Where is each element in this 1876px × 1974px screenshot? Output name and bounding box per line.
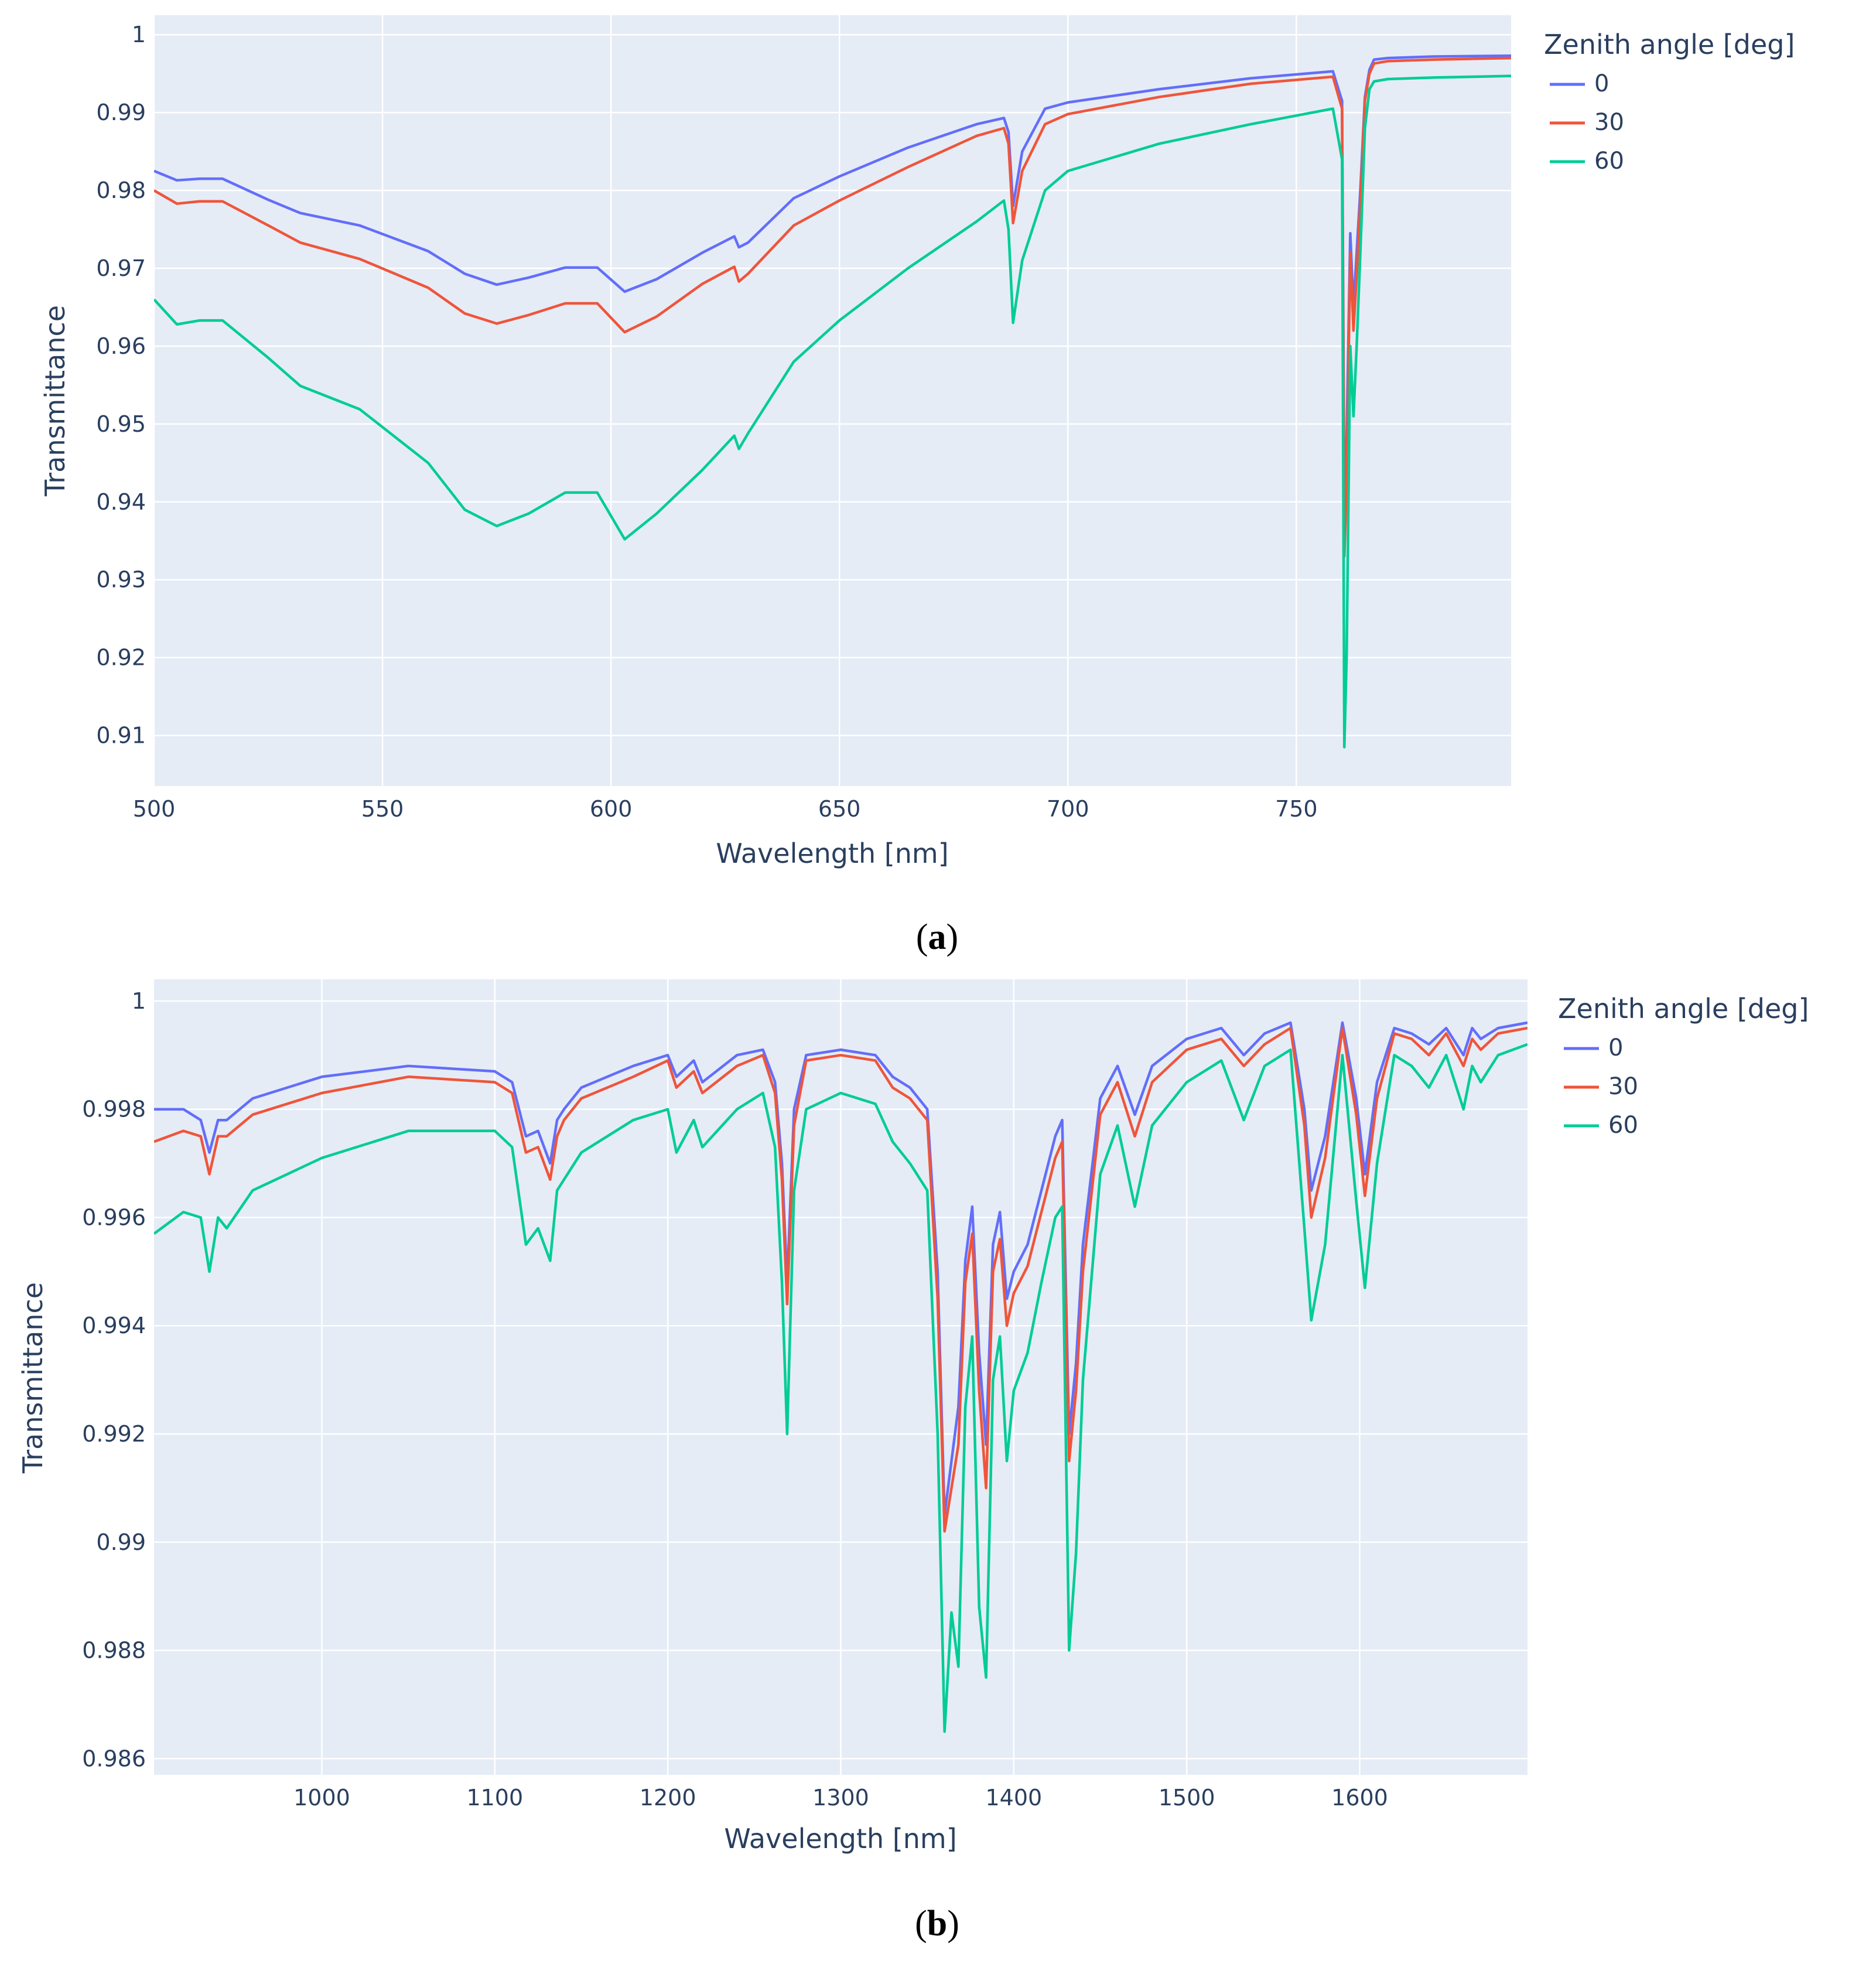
x-axis-title-b: Wavelength [nm] (724, 1823, 956, 1855)
y-axis-title-b: Transmittance (17, 1282, 49, 1474)
x-tick-label: 1500 (1159, 1785, 1215, 1811)
y-tick-label: 0.986 (82, 1746, 146, 1771)
y-tick-label: 0.988 (82, 1638, 146, 1664)
y-tick-label: 0.96 (96, 333, 146, 359)
y-tick-label: 0.91 (96, 723, 146, 749)
legend-item-label: 0 (1608, 1034, 1623, 1061)
y-tick-label: 0.99 (96, 1529, 146, 1555)
plot-area-a (154, 15, 1511, 786)
series-line-30 (154, 1026, 1528, 1533)
x-tick-label: 700 (1047, 796, 1089, 822)
x-tick-label: 1400 (985, 1785, 1042, 1811)
series-layer-b (154, 1021, 1528, 1733)
y-tick-label: 0.99 (96, 100, 146, 125)
series-line-0 (154, 54, 1511, 504)
x-tick-labels-b: 1000 1100 1200 1300 1400 1500 1600 (293, 1785, 1388, 1811)
series-line-0 (154, 1021, 1528, 1517)
legend-item-label: 60 (1594, 148, 1624, 175)
y-tick-label: 0.994 (82, 1313, 146, 1338)
x-tick-label: 1200 (640, 1785, 696, 1811)
series-line-60 (154, 1043, 1528, 1733)
y-tick-label: 0.93 (96, 567, 146, 593)
panel-label-b-letter: b (927, 1904, 947, 1944)
panel-label-b: (b) (915, 1904, 959, 1944)
panel-label-a-letter: a (928, 917, 946, 957)
y-tick-label: 0.998 (82, 1097, 146, 1122)
y-tick-label: 0.996 (82, 1204, 146, 1230)
series-layer-a (154, 54, 1511, 749)
y-tick-label: 0.97 (96, 255, 146, 281)
x-tick-label: 1600 (1331, 1785, 1388, 1811)
legend-title-b: Zenith angle [deg] (1558, 993, 1809, 1024)
x-tick-label: 1300 (812, 1785, 869, 1811)
x-tick-label: 500 (133, 796, 176, 822)
y-tick-label: 0.95 (96, 411, 146, 437)
legend-title-a: Zenith angle [deg] (1544, 29, 1795, 60)
chart-panel-b: 1000 1100 1200 1300 1400 1500 1600 0.9860.9880… (17, 979, 1809, 1944)
legend-item-label: 60 (1608, 1112, 1638, 1139)
panel-label-a: (a) (916, 917, 958, 957)
legend-item-label: 0 (1594, 70, 1609, 97)
chart-panel-a: 500 550 600 650 700 750 0.910.920.930.940.950… (39, 15, 1795, 957)
y-tick-label: 0.98 (96, 177, 146, 203)
x-tick-label: 1100 (466, 1785, 523, 1811)
y-tick-labels-a: 0.91 0.92 0.93 0.94 0.95 0.96 0.97 0.98 0.99 1 (96, 22, 146, 748)
series-line-30 (154, 56, 1511, 558)
y-axis-title-a: Transmittance (39, 305, 71, 497)
x-tick-label: 1000 (293, 1785, 350, 1811)
legend-a: Zenith angle [deg] 0 30 60 (1544, 29, 1795, 175)
y-tick-label: 1 (132, 22, 146, 47)
x-tick-label: 750 (1275, 796, 1318, 822)
legend-b: Zenith angle [deg] 0 30 60 (1558, 993, 1809, 1139)
series-line-60 (154, 74, 1511, 749)
gridlines-b (154, 979, 1528, 1775)
y-tick-label: 0.92 (96, 645, 146, 671)
y-tick-label: 0.992 (82, 1421, 146, 1447)
y-tick-labels-b: 0.986 0.988 0.99 0.992 0.994 0.996 0.998 1 (82, 988, 146, 1771)
x-tick-label: 600 (590, 796, 633, 822)
y-tick-label: 1 (132, 988, 146, 1014)
x-tick-label: 550 (361, 796, 404, 822)
x-tick-label: 650 (818, 796, 861, 822)
y-tick-label: 0.94 (96, 489, 146, 515)
x-axis-title-a: Wavelength [nm] (716, 838, 948, 869)
legend-item-label: 30 (1608, 1073, 1638, 1100)
x-tick-labels-a: 500 550 600 650 700 750 (133, 796, 1318, 822)
legend-item-label: 30 (1594, 109, 1624, 136)
